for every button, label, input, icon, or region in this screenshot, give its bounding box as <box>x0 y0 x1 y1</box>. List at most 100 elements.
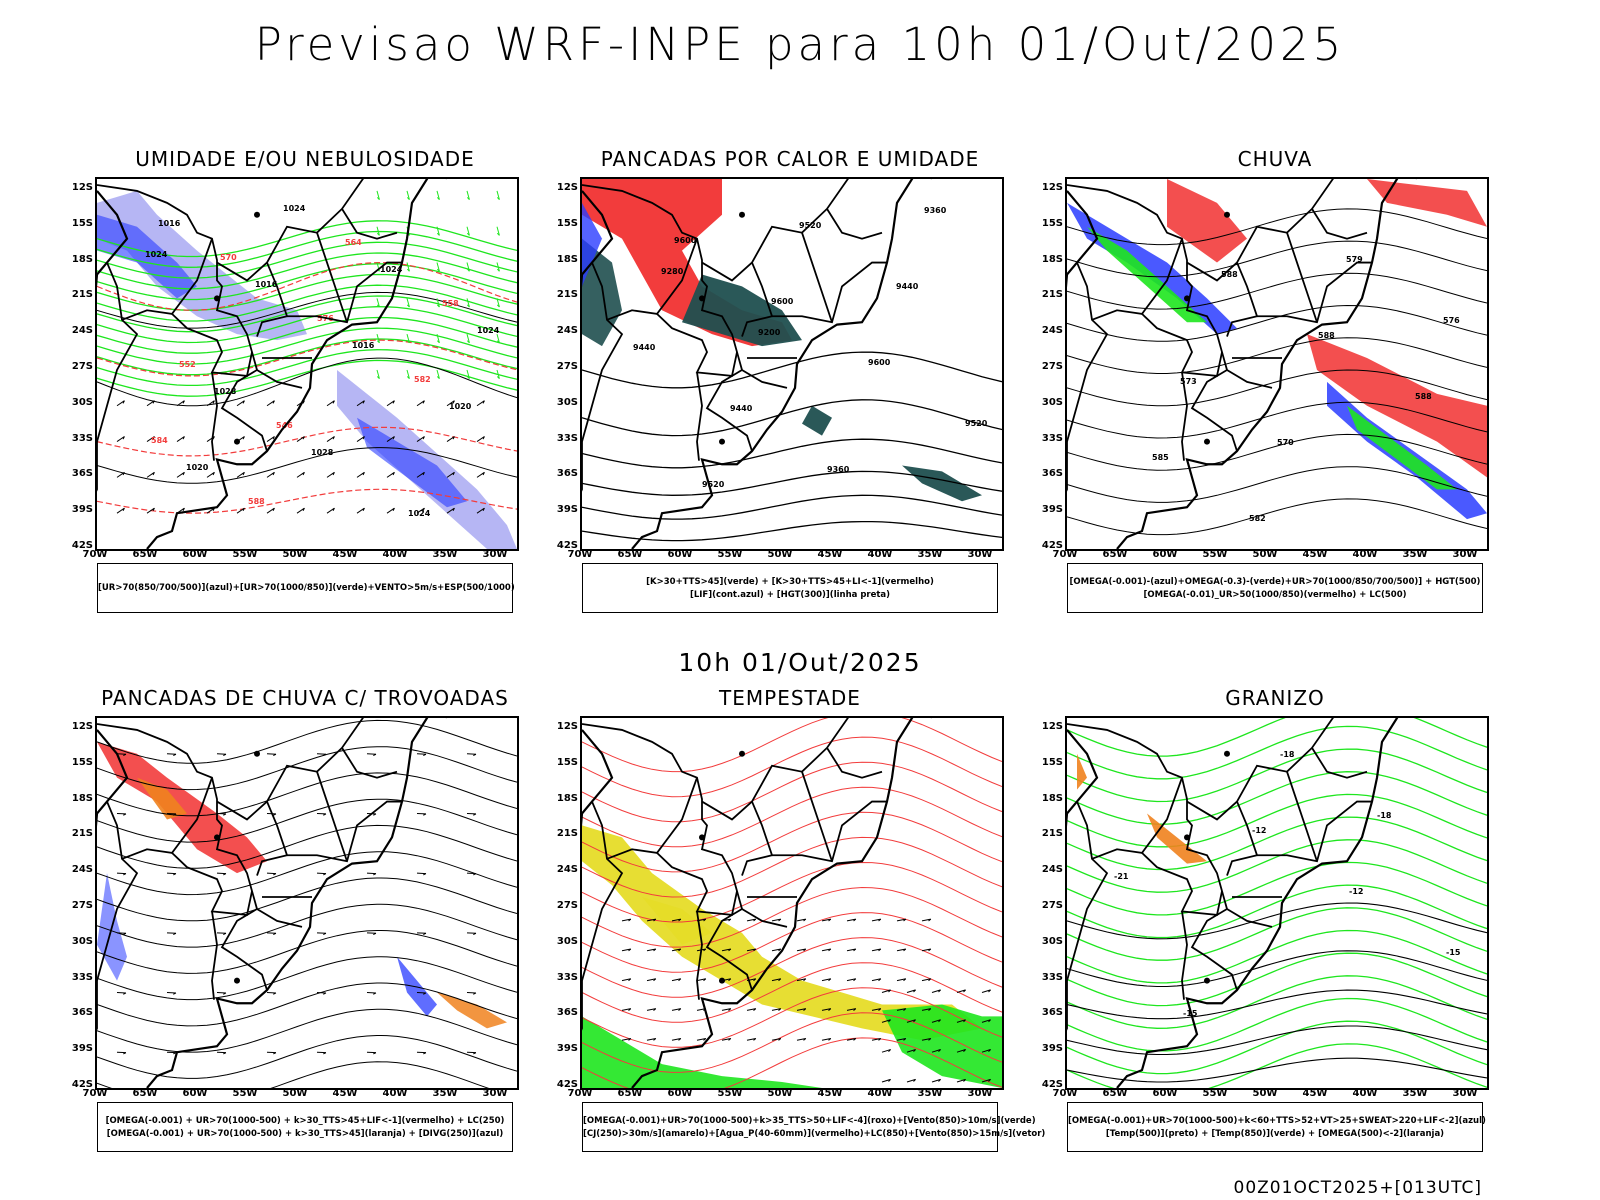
latitude-tick-label: 21S <box>71 289 93 301</box>
contour-label: 1028 <box>311 448 334 457</box>
legend-line: [OMEGA(-0.001)-(azul)+OMEGA(-0.3)-(verde… <box>1069 576 1481 587</box>
longitude-tick-label: 60W <box>667 549 693 560</box>
latitude-tick-label: 18S <box>71 792 93 804</box>
longitude-tick-label: 35W <box>917 549 943 560</box>
map-panel-6: GRANIZO 12S 15S 18S 21S 24S 27S 30S 33S 36S 39S 42S… <box>1025 686 1495 1166</box>
latitude-tick-label: 18S <box>71 253 93 265</box>
latitude-tick-label: 33S <box>1041 432 1063 444</box>
contour-label: 1024 <box>408 509 431 518</box>
forecast-map <box>97 718 517 1088</box>
legend-line: [UR>70(850/700/500)](azul)+[UR>70(1000/8… <box>98 583 515 593</box>
forecast-run-label: 00Z01OCT2025+[013UTC] <box>1233 1178 1482 1198</box>
legend-line: [LIF](cont.azul) + [HGT(300)](linha pret… <box>689 589 891 600</box>
latitude-tick-label: 36S <box>71 468 93 480</box>
latitude-tick-label: 39S <box>71 1043 93 1055</box>
panel-title: CHUVA <box>1237 147 1313 171</box>
contour-label: 584 <box>151 436 168 445</box>
longitude-tick-label: 40W <box>867 549 893 560</box>
longitude-tick-label: 70W <box>567 1088 593 1099</box>
legend-line: [K>30+TTS>45](verde) + [K>30+TTS>45+LI<-… <box>646 576 934 587</box>
contour-label: 573 <box>1180 377 1197 386</box>
latitude-tick-label: 12S <box>556 720 578 732</box>
latitude-tick-label: 36S <box>1041 468 1063 480</box>
latitude-tick-label: 15S <box>71 756 93 768</box>
latitude-tick-label: 12S <box>1041 720 1063 732</box>
panel-legend: [OMEGA(-0.001)+UR>70(1000-500)+k>35_TTS>… <box>582 1102 1045 1152</box>
longitude-tick-label: 60W <box>1152 1088 1178 1099</box>
forecast-map: 9600960096009520952095209440944094409360… <box>582 179 1002 549</box>
contour-label: 579 <box>1346 255 1363 264</box>
longitude-tick-label: 70W <box>567 549 593 560</box>
longitude-tick-label: 65W <box>132 1088 158 1099</box>
longitude-tick-label: 50W <box>1252 1088 1278 1099</box>
panel-title: PANCADAS DE CHUVA C/ TROVOADAS <box>101 686 509 710</box>
latitude-tick-label: 30S <box>1041 396 1063 408</box>
longitude-tick-label: 45W <box>1302 1088 1328 1099</box>
contour-label: 9200 <box>758 328 781 337</box>
contour-label: 9600 <box>868 358 891 367</box>
longitude-tick-label: 40W <box>1352 549 1378 560</box>
contour-label: 1028 <box>214 387 237 396</box>
contour-label: 588 <box>1221 270 1238 279</box>
longitude-tick-label: 55W <box>717 1088 743 1099</box>
latitude-tick-label: 27S <box>556 899 578 911</box>
longitude-tick-label: 50W <box>282 549 308 560</box>
longitude-tick-label: 70W <box>82 549 108 560</box>
latitude-tick-label: 39S <box>1041 1043 1063 1055</box>
longitude-tick-label: 45W <box>817 1088 843 1099</box>
contour-label: 9440 <box>730 404 753 413</box>
contour-label: 588 <box>1415 392 1432 401</box>
latitude-tick-label: 18S <box>1041 792 1063 804</box>
latitude-tick-label: 12S <box>71 720 93 732</box>
longitude-tick-label: 40W <box>1352 1088 1378 1099</box>
longitude-tick-label: 45W <box>332 1088 358 1099</box>
map-panel-5: TEMPESTADE 12S 15S 18S 21S 24S 27S 30S 33S 36S 39S… <box>540 686 1045 1166</box>
latitude-tick-label: 39S <box>1041 504 1063 516</box>
latitude-tick-label: 27S <box>71 360 93 372</box>
latitude-tick-label: 15S <box>556 217 578 229</box>
latitude-tick-label: 21S <box>556 828 578 840</box>
latitude-tick-label: 33S <box>71 971 93 983</box>
latitude-tick-label: 18S <box>556 253 578 265</box>
legend-line: [OMEGA(-0.001)+UR>70(1000-500)+k>35_TTS>… <box>583 1115 1036 1126</box>
latitude-tick-label: 30S <box>556 396 578 408</box>
longitude-tick-label: 45W <box>332 549 358 560</box>
longitude-tick-label: 35W <box>1402 549 1428 560</box>
contour-label: 9440 <box>633 343 656 352</box>
longitude-tick-label: 65W <box>132 549 158 560</box>
latitude-tick-label: 21S <box>71 828 93 840</box>
longitude-tick-label: 60W <box>1152 549 1178 560</box>
longitude-tick-label: 60W <box>182 549 208 560</box>
page-title: Previsao WRF-INPE para 10h 01/Out/2025 <box>254 18 1346 71</box>
latitude-tick-label: 36S <box>1041 1007 1063 1019</box>
latitude-tick-label: 24S <box>1041 325 1063 337</box>
contour-label: 9280 <box>661 267 684 276</box>
map-panel-3: CHUVA 12S 15S 18S 21S 24S 27S 30S 33S 36S 39S 42S 70… <box>1025 147 1495 627</box>
longitude-tick-label: 50W <box>282 1088 308 1099</box>
longitude-tick-label: 30W <box>1452 1088 1478 1099</box>
latitude-tick-label: 21S <box>1041 289 1063 301</box>
latitude-tick-label: 15S <box>1041 756 1063 768</box>
contour-label: 9520 <box>965 419 988 428</box>
latitude-tick-label: 39S <box>556 1043 578 1055</box>
contour-label: 552 <box>179 360 196 369</box>
longitude-tick-label: 35W <box>917 1088 943 1099</box>
contour-label: 588 <box>1318 331 1335 340</box>
latitude-tick-label: 21S <box>1041 828 1063 840</box>
panel-legend: [K>30+TTS>45](verde) + [K>30+TTS>45+LI<-… <box>582 563 998 613</box>
longitude-tick-label: 45W <box>817 549 843 560</box>
forecast-map <box>582 718 1002 1088</box>
panel-legend: [OMEGA(-0.001) + UR>70(1000-500) + k>30_… <box>97 1102 513 1152</box>
latitude-tick-label: 33S <box>71 432 93 444</box>
contour-label: 9600 <box>771 297 794 306</box>
map-area: 588 588 588 585 582 579 576 573 570 <box>1065 177 1489 551</box>
longitude-tick-label: 55W <box>717 549 743 560</box>
contour-label: 1024 <box>477 326 500 335</box>
contour-label: 588 <box>248 497 265 506</box>
longitude-tick-label: 70W <box>1052 1088 1078 1099</box>
latitude-tick-label: 27S <box>556 360 578 372</box>
longitude-tick-label: 50W <box>767 549 793 560</box>
map-panel-4: PANCADAS DE CHUVA C/ TROVOADAS 12S 15S 18S 2… <box>55 686 525 1166</box>
legend-line: [OMEGA(-0.001) + UR>70(1000-500) + k>30_… <box>106 1128 504 1139</box>
contour-label: -15 <box>1446 948 1461 957</box>
